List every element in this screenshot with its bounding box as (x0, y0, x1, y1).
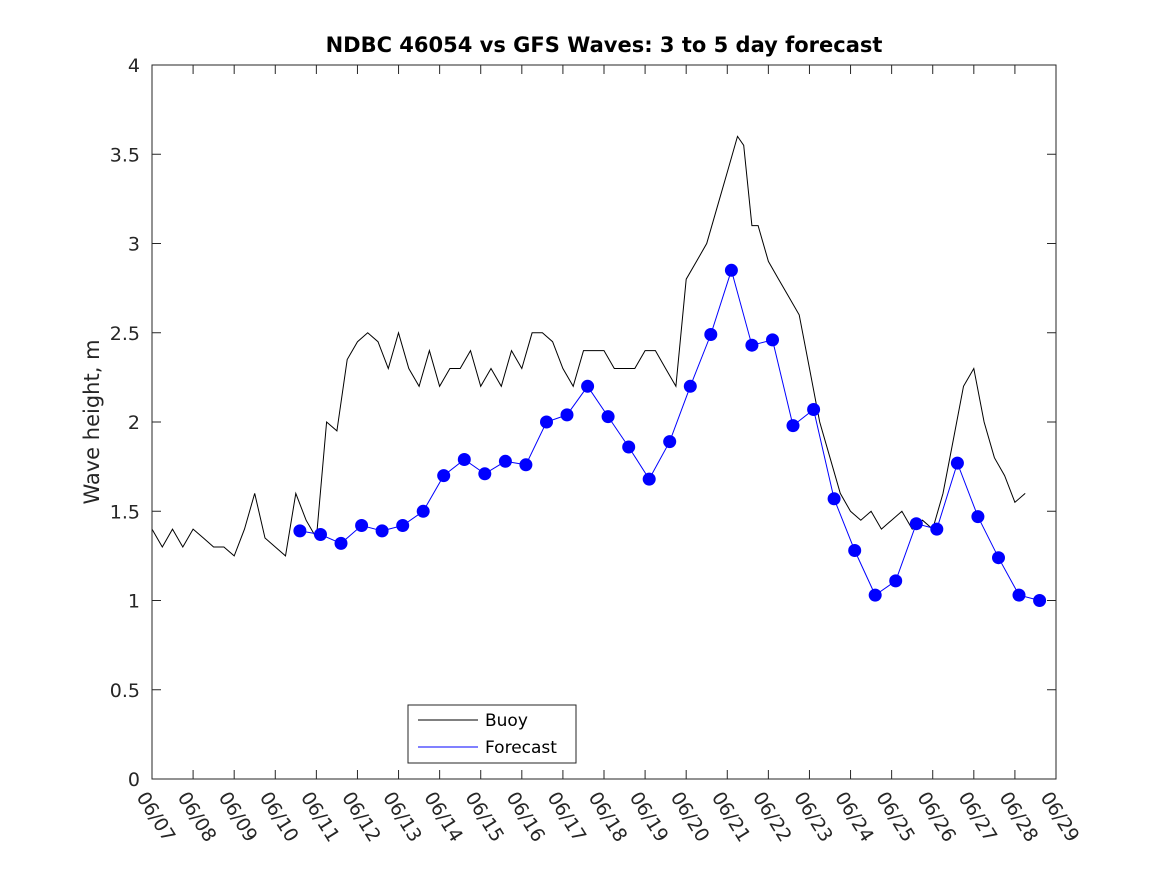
y-tick-label: 2.5 (110, 323, 140, 345)
forecast-point (1012, 588, 1026, 602)
forecast-point (786, 419, 800, 433)
forecast-point (375, 524, 389, 538)
forecast-point (334, 536, 348, 550)
x-tick-label: 06/14 (419, 788, 467, 846)
forecast-point (314, 528, 327, 541)
forecast-point (745, 338, 759, 352)
x-tick-label: 06/09 (214, 788, 262, 846)
x-tick-label: 06/08 (173, 788, 221, 846)
forecast-point (437, 469, 451, 483)
x-tick-label: 06/07 (132, 788, 180, 846)
x-tick-label: 06/16 (502, 788, 550, 846)
forecast-point (992, 551, 1005, 565)
buoy-series-line (151, 135, 1026, 557)
x-tick-label: 06/26 (912, 788, 960, 846)
forecast-point (519, 458, 533, 472)
forecast-point (457, 453, 471, 466)
x-tick-label: 06/23 (789, 788, 837, 846)
forecast-point (1033, 594, 1047, 607)
data-layer (151, 135, 1047, 607)
plot-area (152, 65, 1056, 779)
x-tick-label: 06/22 (748, 788, 796, 846)
y-tick-label: 0 (128, 769, 140, 791)
y-tick-label: 2 (128, 412, 140, 434)
forecast-point (293, 524, 307, 538)
x-tick-label: 06/25 (871, 788, 919, 846)
forecast-point (622, 440, 636, 454)
forecast-point (478, 467, 492, 481)
tick-marks (151, 64, 1057, 780)
forecast-point (971, 510, 985, 524)
x-tick-label: 06/20 (666, 788, 714, 846)
forecast-point (848, 544, 862, 557)
forecast-point (396, 519, 410, 532)
y-axis-label: Wave height, m (80, 339, 104, 504)
forecast-point (581, 379, 595, 393)
y-tick-label: 4 (128, 55, 140, 77)
forecast-point (355, 519, 369, 532)
y-tick-label: 1 (128, 591, 140, 613)
y-tick-label: 3 (128, 234, 140, 256)
legend-box (407, 704, 577, 764)
forecast-point (704, 328, 718, 341)
forecast-point (560, 408, 574, 422)
x-tick-label: 06/13 (378, 788, 426, 846)
forecast-point (416, 504, 430, 518)
x-tick-label: 06/15 (460, 788, 508, 846)
plot-frame (151, 64, 1057, 780)
x-tick-label: 06/24 (830, 788, 878, 846)
x-tick-label: 06/11 (296, 788, 344, 846)
y-tick-labels: 0 0.5 1 1.5 2 2.5 3 3.5 4 (110, 55, 140, 791)
x-tick-label: 06/17 (543, 788, 591, 846)
forecast-point (909, 517, 923, 531)
x-tick-label: 06/28 (995, 788, 1043, 846)
forecast-point (642, 472, 656, 486)
x-tick-labels: 06/0706/0806/0906/1006/1106/1206/1306/14… (132, 788, 1084, 846)
forecast-point (498, 454, 512, 468)
x-tick-label: 06/10 (255, 788, 303, 846)
x-tick-label: 06/12 (337, 788, 385, 846)
x-tick-label: 06/21 (707, 788, 755, 846)
legend-buoy-label: Buoy (485, 711, 528, 731)
forecast-point (827, 492, 841, 506)
x-tick-label: 06/29 (1036, 788, 1084, 846)
y-tick-label: 3.5 (110, 144, 140, 166)
y-tick-label: 1.5 (110, 501, 140, 523)
forecast-point (601, 410, 615, 424)
legend-forecast-label: Forecast (485, 738, 557, 758)
forecast-point (663, 435, 677, 449)
x-tick-label: 06/19 (625, 788, 673, 846)
chart-title: NDBC 46054 vs GFS Waves: 3 to 5 day fore… (326, 33, 883, 57)
x-tick-label: 06/18 (584, 788, 632, 846)
forecast-point (889, 574, 903, 588)
forecast-point (950, 456, 964, 470)
forecast-point (868, 588, 882, 602)
forecast-point (540, 415, 553, 429)
y-tick-label: 0.5 (110, 680, 140, 702)
x-tick-label: 06/27 (954, 788, 1002, 846)
forecast-point (724, 263, 738, 277)
legend: Buoy Forecast (407, 704, 577, 764)
forecast-point (807, 403, 821, 416)
forecast-point (766, 333, 779, 347)
forecast-point (930, 522, 944, 536)
forecast-point (683, 379, 697, 393)
